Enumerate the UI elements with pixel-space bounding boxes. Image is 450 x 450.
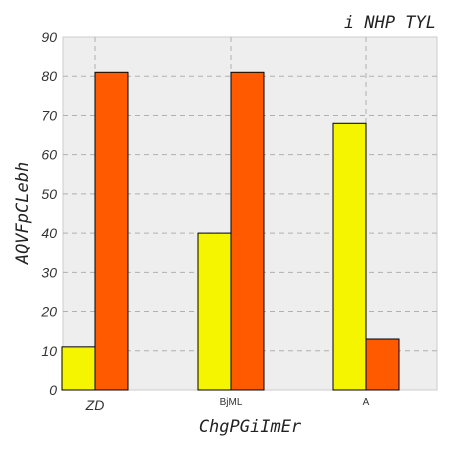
y-tick-label: 0 bbox=[49, 382, 57, 398]
y-axis-ticks: 0 10 20 30 40 50 60 70 80 90 bbox=[40, 29, 57, 398]
y-tick-label: 60 bbox=[41, 147, 57, 163]
y-tick-label: 40 bbox=[41, 225, 57, 241]
chart-title: i NHP TYL bbox=[344, 13, 436, 33]
bar-series-1-A bbox=[332, 122, 367, 391]
y-tick-label: 90 bbox=[41, 29, 57, 45]
x-axis-label: ChgPGiImEr bbox=[199, 417, 302, 437]
x-tick-label: A bbox=[363, 397, 370, 408]
bars bbox=[61, 71, 400, 391]
y-axis-label: AQVFpCLebh bbox=[13, 162, 33, 265]
x-axis-ticks: ZD BjML A bbox=[85, 397, 370, 413]
x-tick-label: ZD bbox=[85, 397, 105, 413]
bar-series-2-A bbox=[365, 338, 400, 391]
y-tick-label: 50 bbox=[41, 186, 57, 202]
x-tick-label: BjML bbox=[220, 397, 243, 408]
y-tick-label: 20 bbox=[40, 304, 57, 320]
bar-series-1-ZD bbox=[61, 346, 96, 391]
y-tick-label: 70 bbox=[41, 107, 57, 123]
bar-series-2-ZD bbox=[94, 71, 129, 391]
y-tick-label: 30 bbox=[41, 264, 57, 280]
bar-series-1-BjML bbox=[197, 232, 232, 391]
y-tick-label: 80 bbox=[41, 68, 57, 84]
y-tick-label: 10 bbox=[41, 343, 57, 359]
bar-series-2-BjML bbox=[230, 71, 265, 391]
